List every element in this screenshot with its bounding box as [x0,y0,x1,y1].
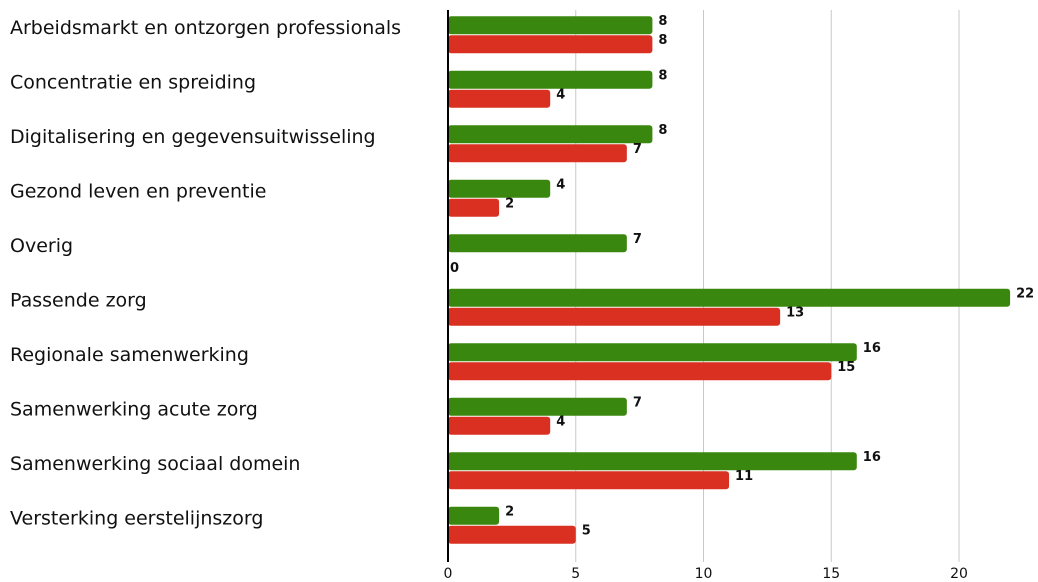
bar [448,89,551,108]
value-label: 2 [505,504,514,519]
bar [448,471,730,490]
category-label: Concentratie en spreiding [10,71,256,93]
bar [448,198,500,217]
bar [448,125,653,144]
bar [448,288,1011,307]
category-label: Regionale samenwerking [10,344,249,366]
value-label: 16 [863,450,881,465]
value-label: 2 [505,196,514,211]
value-label: 7 [633,395,642,410]
bar [448,362,832,381]
x-tick-label: 20 [950,566,968,582]
bar [448,70,653,89]
category-label: Overig [10,235,73,257]
category-label: Digitalisering en gegevensuitwisseling [10,126,376,148]
x-tick-label: 10 [695,566,713,582]
x-tick-label: 0 [444,566,453,582]
value-label: 13 [786,305,804,320]
bar [448,397,627,416]
value-label: 15 [837,360,855,375]
value-label: 11 [735,469,753,484]
x-tick-label: 15 [822,566,840,582]
bar [448,234,627,253]
value-label: 4 [556,177,565,192]
value-label: 16 [863,341,881,356]
value-label: 8 [658,33,667,48]
category-label: Versterking eerstelijnszorg [10,507,263,529]
category-label: Passende zorg [10,289,147,311]
value-label: 8 [658,68,667,83]
category-label: Arbeidsmarkt en ontzorgen professionals [10,17,401,39]
value-label: 8 [658,123,667,138]
value-label: 5 [582,523,591,538]
bar [448,16,653,35]
value-label: 4 [556,414,565,429]
value-label: 8 [658,14,667,29]
bar [448,416,551,435]
value-label: 22 [1016,286,1034,301]
value-label: 4 [556,87,565,102]
bar [448,144,627,163]
category-label: Samenwerking acute zorg [10,398,258,420]
bar [448,525,576,544]
bar [448,506,500,525]
value-label: 7 [633,142,642,157]
bar [448,343,857,362]
bar [448,307,781,326]
x-tick-label: 5 [571,566,580,582]
bar [448,35,653,54]
value-label: 7 [633,232,642,247]
category-label: Samenwerking sociaal domein [10,453,300,475]
category-label: Gezond leven en preventie [10,180,266,202]
bar [448,452,857,471]
bar [448,179,551,198]
value-label: 0 [450,261,459,276]
